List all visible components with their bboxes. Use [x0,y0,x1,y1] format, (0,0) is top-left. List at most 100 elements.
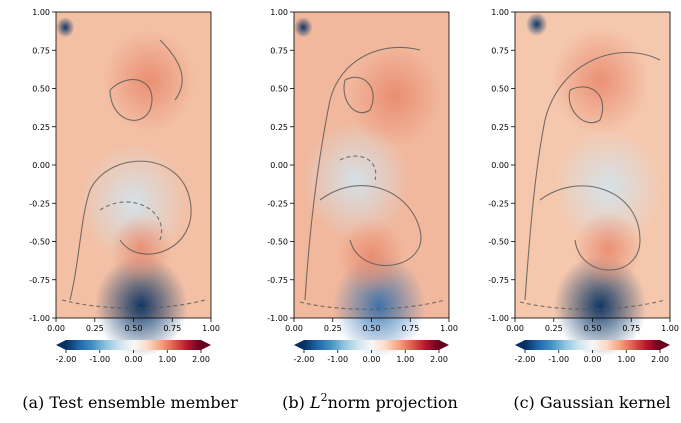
field-features [56,17,196,357]
colorbar-extend-high [660,340,670,350]
contour-lines [61,39,206,309]
x-axis: 0.00 0.25 0.50 0.75 1.00 [285,318,458,333]
colorbar-tick-label: -1.00 [89,355,110,364]
y-tick-label: -0.25 [29,199,50,208]
colorbar-gradient [304,340,439,350]
x-axis: 0.00 0.25 0.50 0.75 1.00 [47,318,220,333]
colorbar-tick-label: 1.00 [396,355,414,364]
y-tick-label: 1.00 [270,8,288,17]
y-tick-label: 0.75 [491,46,509,55]
caption-b-symbol: L [309,393,321,412]
caption-c: (c) Gaussian kernel [513,393,670,412]
x-tick-label: 1.00 [661,324,679,333]
x-tick-label: 0.50 [363,324,381,333]
field-feature-0 [525,12,548,37]
y-tick-label: -0.25 [488,199,509,208]
colorbar-gradient [66,340,201,350]
panel-l2-norm-projection: 1.00 0.75 0.50 0.25 0.00 -0.25 -0.50 -0.75 -1.00… [267,8,458,364]
y-tick-label: -0.75 [267,276,288,285]
y-axis: 1.00 0.75 0.50 0.25 0.00 -0.25 -0.50 -0.75 -1.00 [29,8,56,323]
y-tick-label: 0.50 [32,85,50,94]
colorbar-tick-label: -2.00 [294,355,315,364]
caption-b-prefix: (b) [282,393,310,412]
colorbar-tick-label: 1.00 [158,355,176,364]
x-tick-label: 0.25 [324,324,342,333]
y-tick-label: -1.00 [29,314,50,323]
x-tick-label: 0.00 [47,324,65,333]
caption-b-suffix: norm projection [328,393,458,412]
field-feature-3 [348,45,442,148]
colorbar-extend-high [439,340,449,350]
field-feature-1 [94,254,188,357]
y-tick-label: -0.25 [267,199,288,208]
colorbar-tick-label: 0.00 [125,355,143,364]
colorbar-tick-label: -1.00 [327,355,348,364]
y-tick-label: 0.00 [32,161,50,170]
y-axis: 1.00 0.75 0.50 0.25 0.00 -0.25 -0.50 -0.75 -1.00 [267,8,294,323]
field-feature-4 [110,215,173,284]
y-tick-label: -0.50 [488,238,509,247]
x-tick-label: 1.00 [202,324,220,333]
y-tick-label: 0.25 [491,123,509,132]
y-tick-label: -1.00 [488,314,509,323]
y-tick-label: -0.75 [488,276,509,285]
y-tick-label: -0.50 [267,238,288,247]
panel-gaussian-kernel: 1.00 0.75 0.50 0.25 0.00 -0.25 -0.50 -0.75 -1.00… [488,8,679,364]
colorbar-ticks: -2.00 -1.00 0.00 1.00 2.00 [294,350,448,364]
y-tick-label: 0.00 [491,161,509,170]
y-tick-label: 0.25 [32,123,50,132]
y-tick-label: -1.00 [267,314,288,323]
field-features [294,17,442,357]
x-tick-label: 0.25 [86,324,104,333]
x-tick-label: 0.00 [506,324,524,333]
y-axis: 1.00 0.75 0.50 0.25 0.00 -0.25 -0.50 -0.75 -1.00 [488,8,515,323]
colorbar-gradient [525,340,660,350]
panel-test-ensemble-member: 1.00 0.75 0.50 0.25 0.00 -0.25 -0.50 -0.75 -1.00… [29,8,220,364]
caption-a: (a) Test ensemble member [22,393,238,412]
x-tick-label: 0.75 [401,324,419,333]
colorbar-ticks: -2.00 -1.00 0.00 1.00 2.00 [56,350,210,364]
y-tick-label: -0.75 [29,276,50,285]
x-tick-label: 0.75 [163,324,181,333]
x-tick-label: 0.50 [125,324,143,333]
field-feature-4 [573,211,643,287]
y-tick-label: 0.50 [491,85,509,94]
colorbar-tick-label: -2.00 [56,355,77,364]
x-tick-label: 0.00 [285,324,303,333]
y-tick-label: 0.00 [270,161,288,170]
x-tick-label: 0.75 [622,324,640,333]
y-tick-label: 1.00 [491,8,509,17]
colorbar-tick-label: 0.00 [363,355,381,364]
field-feature-3 [102,29,196,132]
colorbar-extend-high [201,340,211,350]
y-tick-label: 1.00 [32,8,50,17]
colorbar-tick-label: 2.00 [192,355,210,364]
colorbar: -2.00 -1.00 0.00 1.00 2.00 [56,340,211,364]
colorbar-extend-low [515,340,525,350]
field-feature-2 [301,120,411,240]
colorbar: -2.00 -1.00 0.00 1.00 2.00 [294,340,449,364]
field-feature-4 [337,219,406,295]
x-tick-label: 0.25 [545,324,563,333]
colorbar: -2.00 -1.00 0.00 1.00 2.00 [515,340,670,364]
contour-lines [299,46,446,310]
x-tick-label: 1.00 [440,324,458,333]
contour-lines [519,52,666,310]
y-tick-label: 0.75 [32,46,50,55]
colorbar-tick-label: 1.00 [617,355,635,364]
field-feature-3 [550,26,650,136]
y-tick-label: 0.50 [270,85,288,94]
caption-b-superscript: 2 [321,391,328,404]
y-tick-label: 0.75 [270,46,288,55]
colorbar-tick-label: 2.00 [651,355,669,364]
colorbar-extend-low [294,340,304,350]
colorbar-ticks: -2.00 -1.00 0.00 1.00 2.00 [515,350,669,364]
field-feature-0 [294,17,313,38]
x-axis: 0.00 0.25 0.50 0.75 1.00 [506,318,679,333]
colorbar-extend-low [56,340,66,350]
colorbar-tick-label: -1.00 [548,355,569,364]
y-tick-label: 0.25 [270,123,288,132]
y-tick-label: -0.50 [29,238,50,247]
colorbar-tick-label: -2.00 [515,355,536,364]
